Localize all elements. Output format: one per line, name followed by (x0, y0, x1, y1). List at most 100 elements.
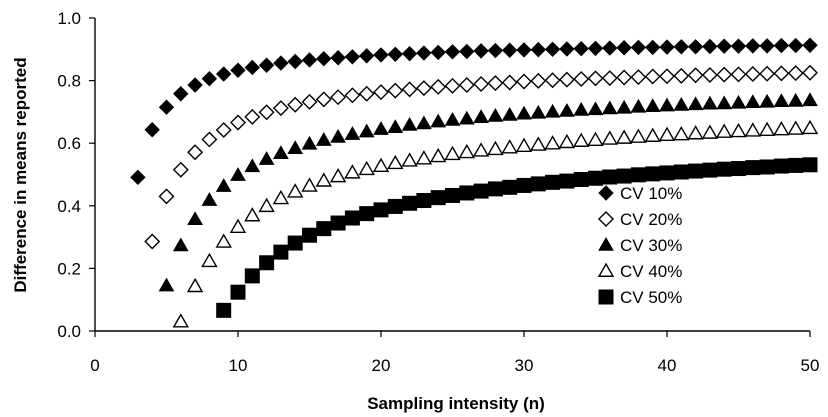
data-point (373, 47, 389, 63)
data-point (229, 218, 247, 234)
data-point (673, 126, 690, 141)
data-point (472, 142, 490, 157)
data-point (230, 167, 246, 181)
data-point (659, 97, 675, 112)
data-point (458, 143, 476, 159)
data-point (730, 94, 747, 109)
data-point (716, 66, 733, 83)
legend-marker (598, 211, 614, 227)
data-point (673, 97, 690, 111)
x-tick-label: 10 (229, 356, 248, 375)
data-point (401, 81, 418, 98)
series-cv-20 (144, 64, 818, 250)
data-point (459, 185, 475, 201)
data-point (401, 117, 418, 131)
data-point (744, 94, 761, 108)
x-tick-label: 40 (658, 356, 677, 375)
data-point (530, 176, 546, 192)
data-point (730, 66, 747, 83)
data-point (616, 40, 632, 56)
data-point (687, 39, 704, 55)
data-point (387, 82, 404, 99)
data-point (673, 164, 689, 180)
data-point (601, 100, 618, 115)
data-point (458, 110, 475, 125)
data-point (373, 121, 389, 135)
data-point (630, 98, 647, 113)
data-point (802, 64, 818, 81)
data-point (344, 210, 360, 226)
data-point (773, 65, 790, 82)
data-point (716, 95, 733, 110)
data-point (587, 101, 604, 116)
data-point (487, 140, 504, 156)
legend-label: CV 30% (620, 236, 682, 255)
data-point (487, 181, 503, 197)
data-point (572, 132, 590, 147)
data-point (702, 162, 718, 178)
legend-item: CV 50% (598, 288, 682, 307)
data-point (244, 108, 261, 125)
legend-marker (598, 236, 614, 251)
y-tick-label: 0.2 (57, 259, 81, 278)
data-point (802, 37, 818, 53)
data-point (372, 157, 390, 172)
data-point (172, 161, 189, 178)
series-cv-40 (172, 119, 819, 328)
data-point (416, 45, 432, 61)
data-point (344, 87, 361, 104)
data-point (216, 302, 232, 318)
y-tick-label: 0.6 (57, 134, 81, 153)
data-point (215, 66, 232, 82)
x-axis-title: Sampling intensity (n) (367, 394, 545, 413)
data-point (258, 197, 275, 213)
data-point (501, 107, 518, 121)
data-point (201, 252, 218, 268)
data-point (744, 66, 761, 83)
data-point (415, 80, 432, 97)
data-point (387, 154, 404, 170)
data-point (558, 133, 576, 149)
data-point (602, 40, 618, 56)
data-point (573, 172, 589, 188)
data-point (144, 122, 160, 138)
data-point (601, 70, 618, 87)
data-point (415, 150, 433, 165)
legend: CV 10% CV 20% CV 30% CV 40% CV 50% (597, 184, 682, 307)
data-point (330, 89, 347, 106)
data-point (530, 136, 547, 151)
data-point (644, 98, 661, 113)
data-point (759, 93, 775, 108)
data-point (316, 50, 332, 67)
data-point (344, 49, 361, 65)
legend-label: CV 40% (620, 262, 682, 281)
data-point (273, 244, 289, 260)
data-point (616, 69, 633, 86)
data-point (401, 152, 418, 167)
data-point (301, 177, 318, 192)
data-point (730, 38, 747, 54)
data-point (715, 123, 733, 138)
data-point (401, 45, 418, 62)
data-point (273, 55, 289, 71)
data-point (544, 135, 561, 150)
data-point (645, 166, 661, 182)
data-point (687, 67, 704, 84)
data-point (172, 313, 190, 328)
data-point (788, 157, 804, 173)
data-point (330, 50, 346, 66)
data-point (244, 207, 261, 222)
data-point (731, 161, 746, 177)
data-point (430, 190, 446, 206)
data-point (545, 174, 561, 190)
data-point (287, 53, 303, 70)
data-point (745, 38, 761, 54)
data-point (687, 96, 704, 111)
data-point (702, 38, 718, 55)
data-point (658, 126, 676, 142)
data-point (316, 221, 332, 237)
data-point (373, 202, 389, 218)
data-point (444, 44, 461, 60)
data-point (444, 145, 461, 161)
data-point (272, 189, 290, 205)
